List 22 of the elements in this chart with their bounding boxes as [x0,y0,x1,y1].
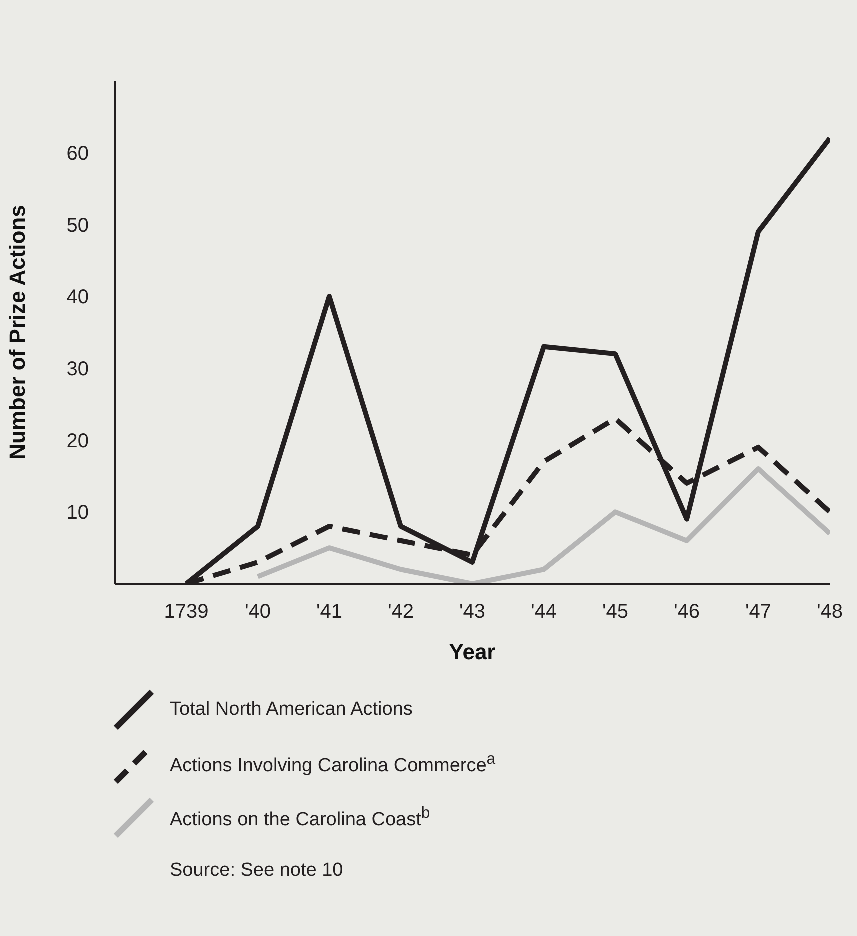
x-tick-label: '44 [530,601,558,624]
x-tick-label: '41 [316,601,343,624]
legend-label: Actions Involving Carolina Commerce$^{a}$ [170,750,496,778]
x-tick-label: '40 [244,601,272,624]
x-tick-label: '42 [388,601,414,624]
x-tick-label: '46 [674,601,700,624]
x-tick-label: '45 [602,601,629,624]
y-axis-title: Number of Prize Actions [4,205,30,460]
x-tick-label: 1739 [164,601,209,624]
legend-label: Total North American Actions [170,699,413,721]
x-axis-title: Year [449,640,496,665]
y-tick-label: 60 [66,142,89,165]
y-tick-label: 50 [66,214,89,237]
y-tick-label: 10 [66,502,89,524]
y-tick-label: 40 [66,286,89,309]
legend-label: Actions on the Carolina Coast$^{b}$ [170,804,430,832]
x-tick-label: '47 [745,601,772,624]
x-tick-label: '43 [459,601,486,624]
y-tick-label: 20 [66,430,89,452]
source-note: Source: See note 10 [170,860,344,881]
x-tick-label: '48 [816,601,844,624]
y-tick-label: 30 [66,358,89,381]
